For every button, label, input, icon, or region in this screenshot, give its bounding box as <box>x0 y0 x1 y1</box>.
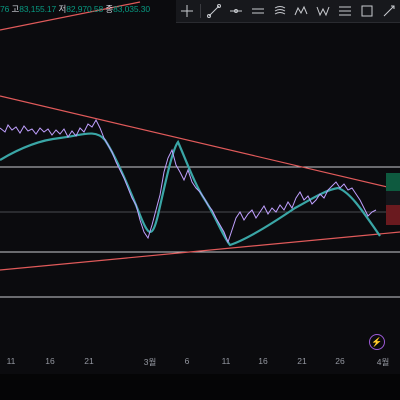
xabcd-icon[interactable] <box>312 0 334 22</box>
x-label: 16 <box>258 356 268 366</box>
price-tag-green <box>386 173 400 193</box>
trend-line-icon[interactable] <box>203 0 225 22</box>
ohlc-readout: 76 고83,155.17 저82,970.58 종83,035.30 <box>0 3 150 15</box>
high-value: 83,155.17 <box>19 4 57 14</box>
toolbar-separator <box>199 4 201 18</box>
pattern-icon[interactable] <box>291 0 313 22</box>
close-value: 83,035.30 <box>113 4 151 14</box>
x-label: 11 <box>6 356 16 366</box>
trendline-ascending[interactable] <box>0 231 400 271</box>
x-label: 16 <box>45 356 55 366</box>
trendline-top-left[interactable] <box>0 1 141 31</box>
x-label: 21 <box>84 356 94 366</box>
ray-line-icon[interactable] <box>247 0 269 22</box>
price-line[interactable] <box>0 118 377 244</box>
parallel-channel-icon[interactable] <box>269 0 291 22</box>
low-key: 저 <box>58 4 67 14</box>
lightning-icon[interactable]: ⚡ <box>369 334 385 350</box>
horizontal-line-icon[interactable] <box>225 0 247 22</box>
close-key: 종 <box>105 4 114 14</box>
bottom-bar <box>0 374 400 400</box>
low-value: 82,970.58 <box>66 4 104 14</box>
moving-average-line[interactable] <box>0 132 381 247</box>
measure-icon[interactable] <box>378 0 400 22</box>
price-tag-red <box>386 205 400 225</box>
x-label: 4월 <box>376 357 390 367</box>
trendline-descending[interactable] <box>0 95 400 191</box>
x-label: 11 <box>221 356 231 366</box>
rectangle-icon[interactable] <box>356 0 378 22</box>
cursor-cross-icon[interactable] <box>176 0 198 22</box>
open-value-tail: 76 <box>0 4 10 14</box>
x-label: 6 <box>184 356 190 366</box>
x-label: 21 <box>297 356 307 366</box>
x-label: 26 <box>335 356 345 366</box>
drawing-toolbar <box>176 0 400 23</box>
fib-retracement-icon[interactable] <box>334 0 356 22</box>
price-tag-dark <box>386 191 400 205</box>
x-label: 3월 <box>143 357 157 367</box>
high-key: 고 <box>11 4 20 14</box>
